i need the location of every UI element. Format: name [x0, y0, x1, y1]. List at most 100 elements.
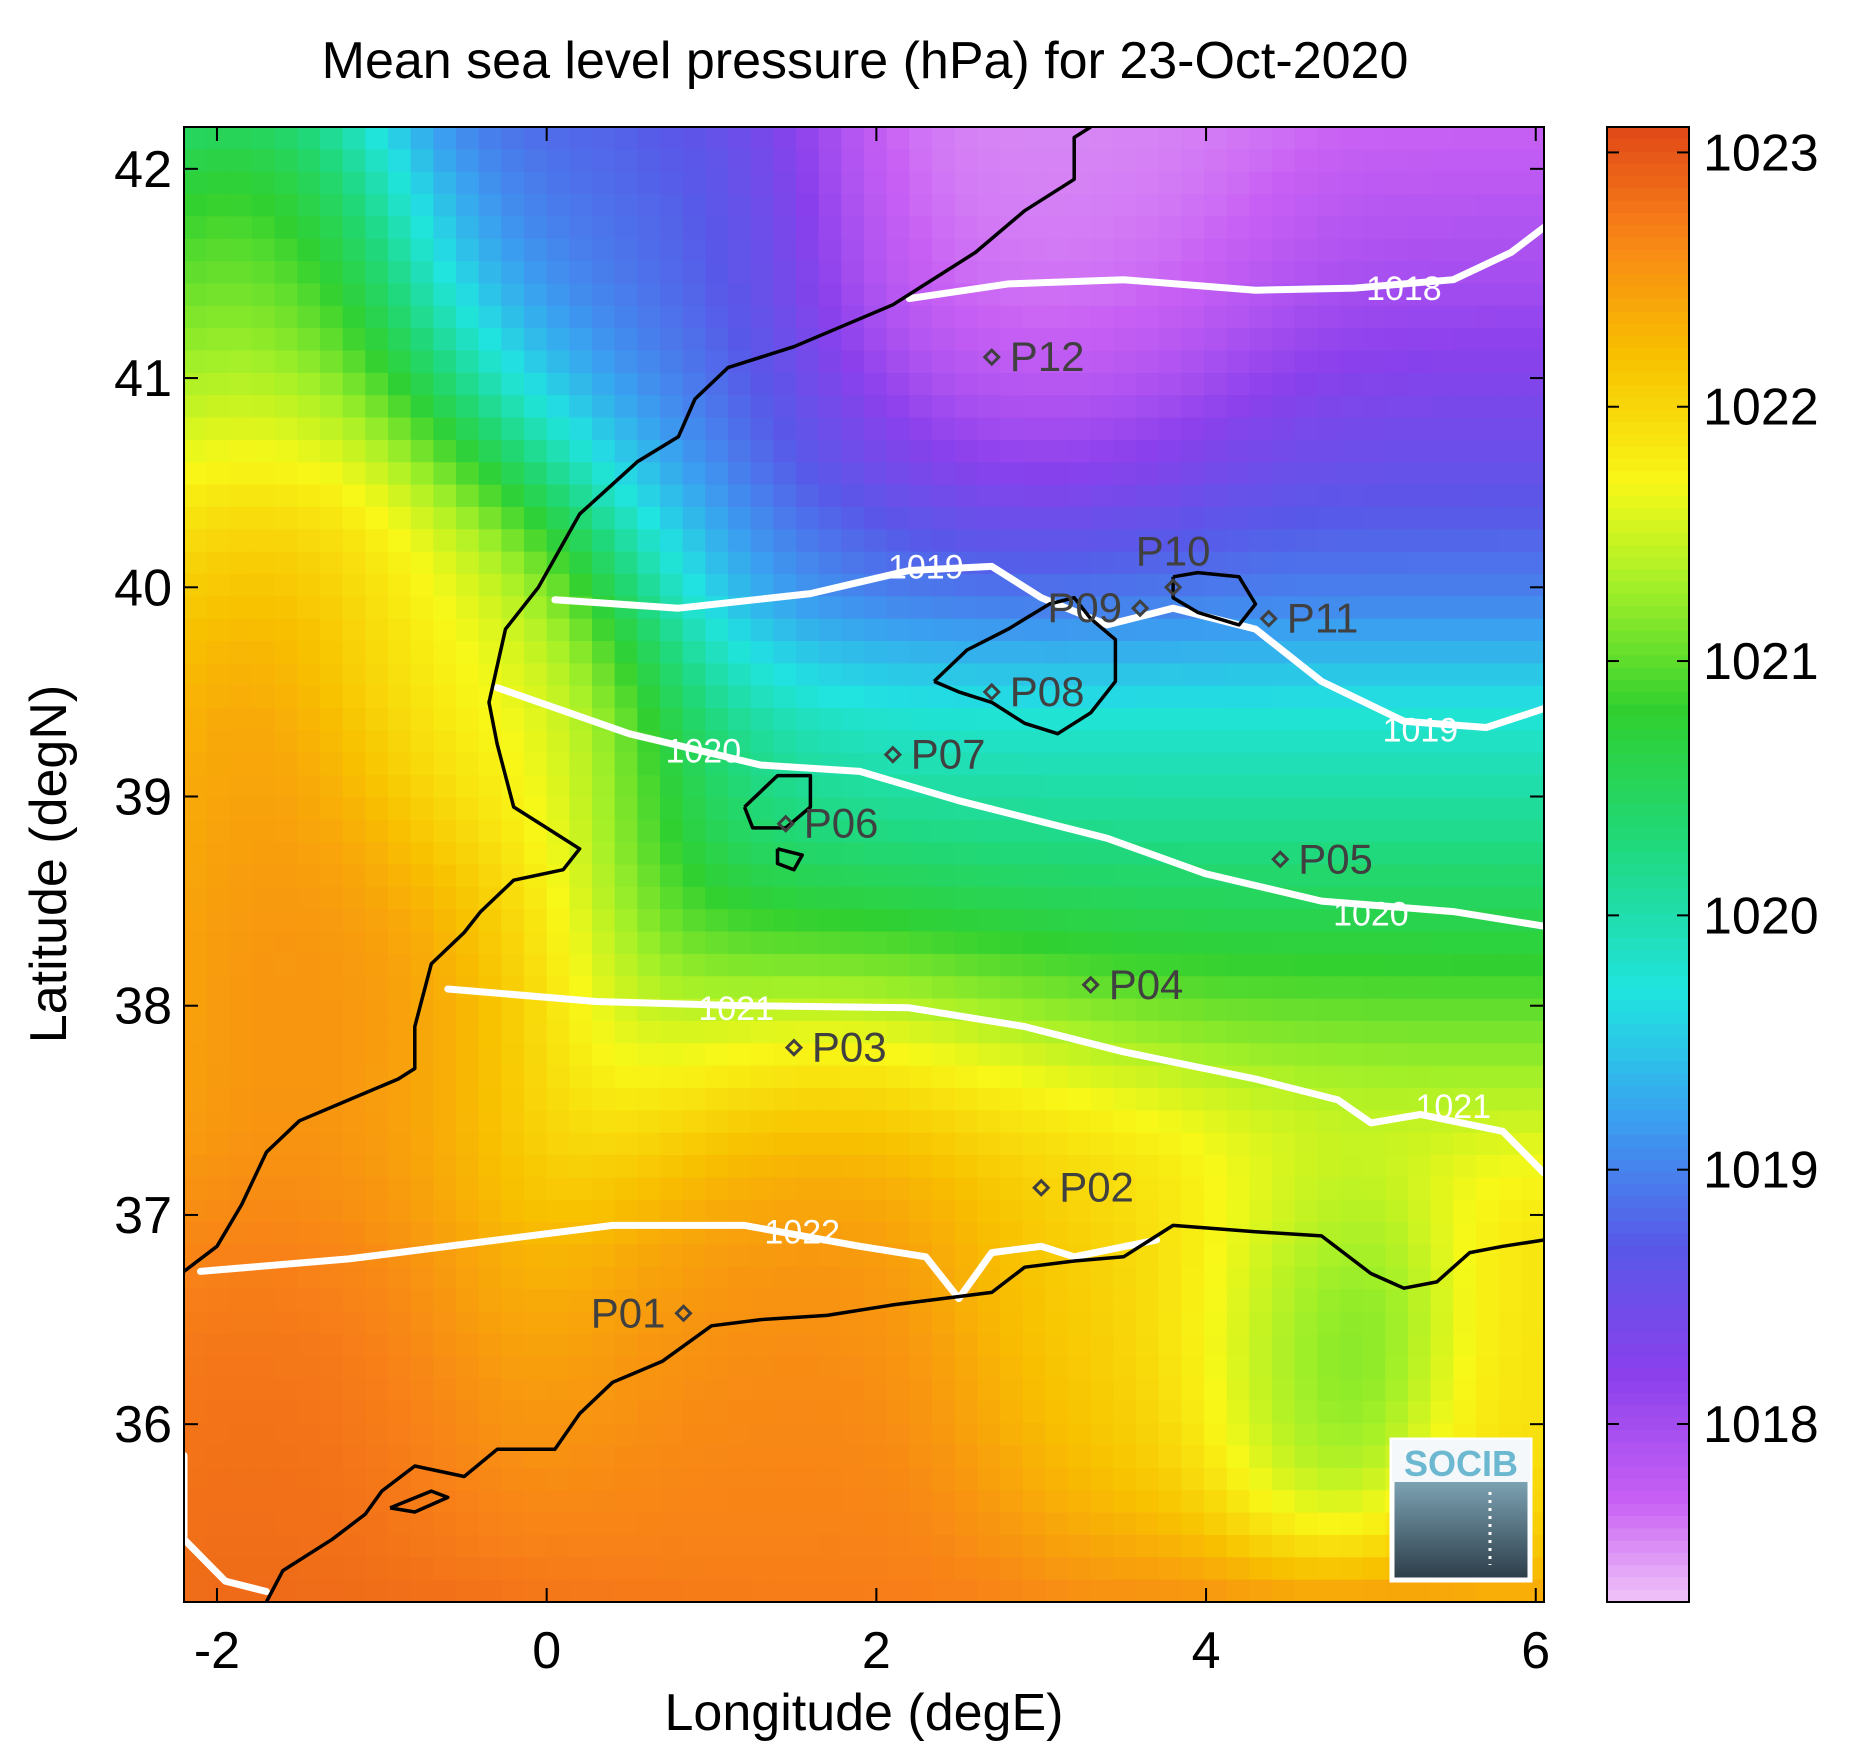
heatmap-cell [342, 1222, 367, 1246]
heatmap-cell [1158, 328, 1183, 352]
heatmap-cell [660, 149, 684, 173]
heatmap-cell [1317, 305, 1341, 329]
heatmap-cell [1136, 1490, 1160, 1514]
colorbar-cell [1607, 729, 1689, 743]
colorbar-cell [1607, 458, 1689, 472]
heatmap-cell [1340, 1043, 1364, 1067]
heatmap-cell [750, 618, 775, 642]
heatmap-cell [1498, 1333, 1523, 1357]
colorbar-cell [1607, 1294, 1689, 1308]
heatmap-cell [592, 1557, 616, 1581]
heatmap-cell [410, 730, 435, 754]
heatmap-cell [1408, 1244, 1432, 1268]
heatmap-cell [1521, 1378, 1544, 1402]
heatmap-cell [274, 1177, 299, 1201]
heatmap-cell [637, 1244, 661, 1268]
heatmap-cell [1362, 1534, 1387, 1559]
heatmap-cell [1158, 1579, 1183, 1602]
colorbar-cell [1607, 163, 1689, 177]
heatmap-cell [1181, 238, 1205, 262]
heatmap-cell [1408, 1400, 1432, 1425]
heatmap-cell [1226, 1020, 1251, 1045]
heatmap-cell [1476, 886, 1500, 910]
heatmap-cell [297, 1333, 321, 1357]
heatmap-cell [1226, 372, 1251, 396]
heatmap-cell [954, 953, 979, 978]
heatmap-cell [954, 216, 979, 240]
heatmap-cell [773, 1199, 797, 1223]
heatmap-cell [252, 1110, 276, 1134]
heatmap-cell [252, 1132, 276, 1156]
heatmap-cell [1204, 1289, 1228, 1313]
heatmap-cell [1453, 238, 1477, 262]
heatmap-cell [614, 1490, 639, 1514]
heatmap-cell [592, 1490, 616, 1514]
heatmap-cell [1476, 127, 1500, 151]
heatmap-cell [1113, 1199, 1137, 1223]
heatmap-cell [1498, 1222, 1523, 1246]
heatmap-cell [1340, 730, 1364, 754]
heatmap-cell [1158, 1378, 1183, 1402]
heatmap-cell [1340, 551, 1364, 575]
colorbar-tick-label: 1023 [1703, 124, 1819, 182]
heatmap-cell [728, 685, 752, 709]
heatmap-cell [297, 216, 321, 240]
heatmap-cell [365, 395, 389, 419]
heatmap-cell [1385, 1222, 1409, 1246]
heatmap-cell [818, 261, 843, 285]
heatmap-cell [1385, 529, 1409, 553]
heatmap-cell [660, 1199, 684, 1223]
heatmap-cell [1113, 149, 1137, 173]
heatmap-cell [1136, 1289, 1160, 1313]
heatmap-cell [909, 439, 933, 464]
heatmap-cell [1340, 797, 1364, 821]
colorbar-cell [1607, 999, 1689, 1013]
heatmap-cell [365, 1534, 389, 1559]
heatmap-cell [1136, 819, 1160, 843]
heatmap-cell [705, 797, 729, 821]
heatmap-cell [252, 663, 276, 687]
heatmap-cell [614, 506, 639, 531]
heatmap-cell [1022, 730, 1047, 754]
heatmap-cell [1045, 216, 1069, 240]
heatmap-cell [1181, 529, 1205, 553]
heatmap-cell [1294, 238, 1319, 262]
heatmap-cell [524, 1467, 548, 1492]
heatmap-cell [909, 1110, 933, 1134]
heatmap-cell [614, 1155, 639, 1179]
heatmap-cell [456, 506, 480, 531]
heatmap-cell [637, 797, 661, 821]
heatmap-cell [546, 1423, 571, 1447]
heatmap-cell [1340, 998, 1364, 1022]
heatmap-cell [796, 484, 820, 508]
heatmap-cell [1022, 1199, 1047, 1223]
heatmap-cell [252, 1289, 276, 1313]
heatmap-cell [954, 596, 979, 620]
heatmap-cell [456, 685, 480, 709]
heatmap-cell [1362, 1132, 1387, 1156]
heatmap-cell [1385, 797, 1409, 821]
heatmap-cell [1226, 1222, 1251, 1246]
heatmap-cell [1521, 417, 1544, 441]
heatmap-cell [637, 529, 661, 553]
heatmap-cell [1068, 1579, 1092, 1602]
heatmap-cell [909, 1400, 933, 1425]
heatmap-cell [637, 1311, 661, 1335]
heatmap-cell [592, 842, 616, 866]
heatmap-cell [1022, 1378, 1047, 1402]
heatmap-cell [546, 1244, 571, 1268]
heatmap-cell [1340, 1333, 1364, 1357]
heatmap-cell [1272, 819, 1296, 843]
heatmap-cell [501, 797, 525, 821]
heatmap-cell [524, 1065, 548, 1089]
heatmap-cell [1408, 1199, 1432, 1223]
heatmap-cell [1362, 976, 1387, 1000]
heatmap-cell [796, 1423, 820, 1447]
heatmap-cell [388, 663, 412, 687]
colorbar-cell [1607, 766, 1689, 780]
heatmap-cell [773, 663, 797, 687]
heatmap-cell [728, 305, 752, 329]
heatmap-cell [1068, 1222, 1092, 1246]
heatmap-cell [1090, 1400, 1115, 1425]
heatmap-cell [1068, 506, 1092, 531]
